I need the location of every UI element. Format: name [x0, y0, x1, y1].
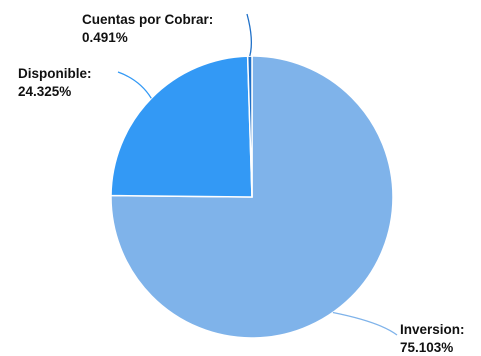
pie-slice-inversion[interactable] — [110, 55, 394, 339]
leader-line-cuentas-por-cobrar — [246, 13, 253, 57]
pie-slice-cuentas-por-cobrar[interactable] — [246, 55, 253, 198]
slices-layer — [110, 55, 394, 339]
slice-label-inversion: Inversion: — [400, 322, 465, 337]
labels-layer: Inversion: 75.103% Disponible: 24.325% Cuent… — [18, 12, 465, 355]
slice-label-cuentas-por-cobrar: Cuentas por Cobrar: — [82, 12, 213, 27]
slice-value-inversion: 75.103% — [400, 340, 453, 355]
slice-label-disponible: Disponible: — [18, 66, 92, 81]
slice-value-cuentas-por-cobrar: 0.491% — [82, 30, 128, 45]
leader-lines-layer — [117, 13, 398, 336]
leader-line-disponible — [117, 71, 152, 99]
leader-line-inversion — [332, 311, 398, 336]
pie-slice-disponible[interactable] — [110, 55, 253, 198]
slice-value-disponible: 24.325% — [18, 84, 71, 99]
